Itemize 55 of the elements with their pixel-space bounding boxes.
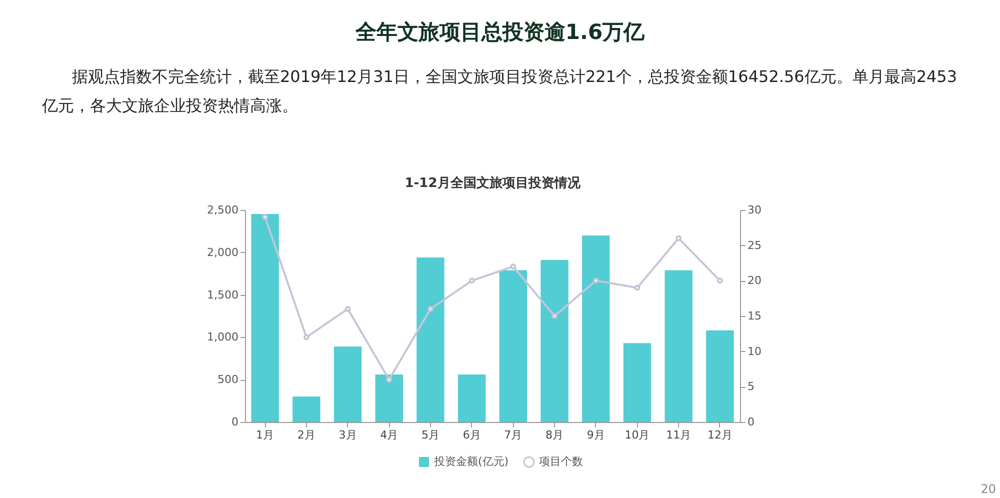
legend-label: 项目个数 <box>539 455 583 468</box>
y2-tick-label: 20 <box>748 274 762 288</box>
legend-label: 投资金额(亿元) <box>433 455 509 468</box>
chart-title: 全年文旅项目总投资逾1.6万亿 <box>354 19 646 46</box>
bar <box>706 330 734 422</box>
x-tick-label: 12月 <box>707 428 732 442</box>
y-tick-label: 500 <box>218 373 238 386</box>
x-tick-label: 3月 <box>338 428 357 442</box>
bar <box>416 257 444 422</box>
y2-tick-label: 15 <box>748 310 762 322</box>
bar <box>499 270 528 422</box>
y2-tick-label: 10 <box>748 344 762 358</box>
bar <box>375 374 403 422</box>
x-tick-label: 5月 <box>421 428 440 442</box>
bar <box>664 270 692 422</box>
bar <box>623 343 652 422</box>
point <box>427 306 434 312</box>
text: 20 <box>980 482 996 496</box>
y2-tick-label: 30 <box>748 204 762 216</box>
y-tick-label: 1,000 <box>207 330 238 344</box>
x-tick-label: 8月 <box>546 428 564 442</box>
point <box>552 313 558 319</box>
point <box>386 376 392 383</box>
x-tick-label: 2月 <box>297 428 316 442</box>
bar <box>540 260 568 422</box>
point <box>303 334 310 340</box>
x-tick-label: 1月 <box>256 428 274 442</box>
x-tick-label: 7月 <box>504 428 522 442</box>
point <box>262 214 268 220</box>
bar <box>292 396 320 422</box>
y-tick-label: 2,000 <box>207 246 238 259</box>
x-tick-label: 4月 <box>380 428 398 442</box>
x-tick-label: 6月 <box>462 428 481 442</box>
y-tick-label: 2,500 <box>207 204 238 216</box>
point <box>468 278 475 284</box>
bar <box>582 235 610 422</box>
y-tick-label: 1,500 <box>207 288 238 302</box>
text: 1-12月全国文旅项目投资情况 <box>404 175 582 191</box>
y2-tick-label: 25 <box>748 238 762 252</box>
point <box>592 278 599 284</box>
chart-subtitle: 据观点指数不完全统计，截至2019年12月31日，全国文旅项目投资总计221个，总投资金额16452.56亿元。单月最高2453亿元，各大文旅企业投资热情高涨。 <box>42 66 958 117</box>
point <box>676 235 682 242</box>
bar <box>251 214 279 422</box>
y2-tick-label: 5 <box>748 380 754 394</box>
point <box>344 306 351 312</box>
bar <box>458 374 486 422</box>
point <box>716 278 723 284</box>
x-tick-label: 11月 <box>666 428 692 442</box>
x-tick-label: 9月 <box>586 428 605 442</box>
y-tick-label: 0 <box>232 416 238 428</box>
point <box>510 264 516 270</box>
bar <box>334 346 362 422</box>
point <box>634 284 640 291</box>
x-tick-label: 10月 <box>624 428 650 442</box>
y2-tick-label: 0 <box>748 416 754 428</box>
